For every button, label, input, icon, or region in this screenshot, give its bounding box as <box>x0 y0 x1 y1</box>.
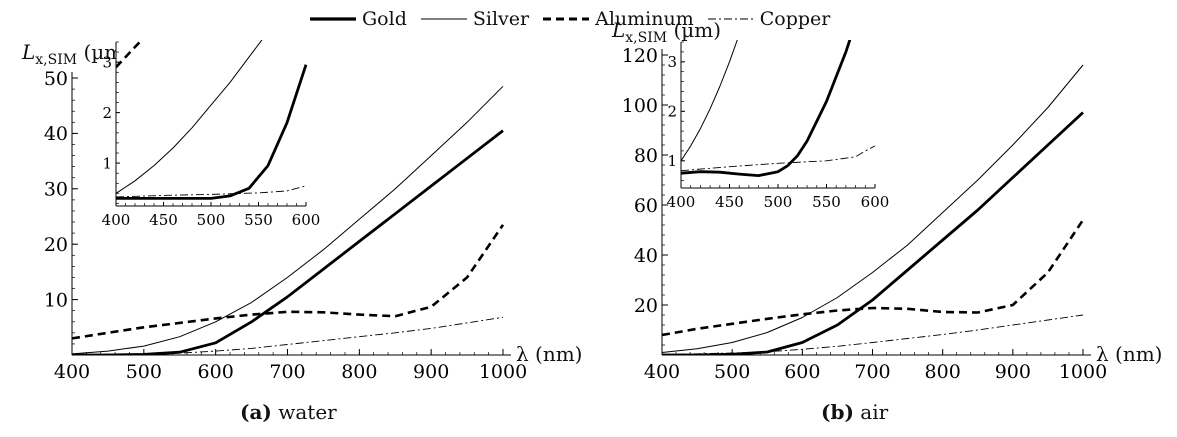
panel-a-xtick-label-500: 500 <box>126 361 162 383</box>
chart-panel-a: 400 500 600 700 800 900 1000 10 20 30 40 50 400 450 50… <box>44 40 527 383</box>
inset-panel-a: 400 450 500 550 600 1 2 3 <box>102 40 321 229</box>
panel-b-xtick-label-700: 700 <box>854 361 890 383</box>
legend-label-silver: Silver <box>472 8 530 30</box>
panel-a-ytick-label-40: 40 <box>44 123 68 145</box>
panel-b-series-gold <box>662 111 1084 355</box>
legend-label-gold: Gold <box>362 8 407 30</box>
panel-a-xtick-label-600: 600 <box>198 361 234 383</box>
inset-a-series-silver <box>116 40 263 194</box>
inset-a-series-aluminum <box>116 40 144 69</box>
inset-a-series-gold <box>116 64 308 200</box>
panel-b-xtick-label-1000: 1000 <box>1059 361 1107 383</box>
inset-a-ytick-label-3: 3 <box>102 54 112 72</box>
legend-item-aluminum: Aluminum <box>543 8 694 30</box>
inset-a-series-copper <box>116 185 307 198</box>
panel-b-ytick-label-100: 100 <box>622 95 658 117</box>
panel-b-series-silver <box>662 64 1084 353</box>
inset-b-series-silver <box>681 40 738 162</box>
inset-b-xtick-label-500: 500 <box>764 193 793 211</box>
panel-b-xtick-label-500: 500 <box>714 361 750 383</box>
panel-b-ytick-label-20: 20 <box>634 295 658 317</box>
legend: Gold Silver Aluminum Copper <box>310 4 830 34</box>
inset-b-ytick-label-2: 2 <box>667 103 677 121</box>
inset-b-series-gold <box>681 40 852 177</box>
panel-a-series-gold <box>72 129 504 355</box>
panel-a-ytick-label-10: 10 <box>44 289 68 311</box>
legend-swatch-copper <box>707 18 754 20</box>
panel-b-xtick-label-400: 400 <box>644 361 680 383</box>
x-axis-label-b: λ (nm) <box>1096 342 1163 366</box>
legend-item-silver: Silver <box>420 8 530 30</box>
panel-a-xtick-label-800: 800 <box>341 361 377 383</box>
legend-label-aluminum: Aluminum <box>595 8 694 30</box>
panel-a-series-aluminum <box>72 224 505 340</box>
caption-a: (a) water <box>240 400 337 424</box>
inset-a-xtick-label-500: 500 <box>197 211 226 229</box>
inset-b-series-copper <box>681 145 876 172</box>
inset-a-xtick-label-450: 450 <box>149 211 178 229</box>
panel-b-ytick-label-40: 40 <box>634 245 658 267</box>
legend-swatch-gold <box>310 17 356 21</box>
inset-b-xtick-label-550: 550 <box>812 193 841 211</box>
legend-swatch-aluminum <box>543 17 590 21</box>
y-axis-label-b: Lx,SIM (µm) <box>612 18 722 46</box>
panel-a-xtick-label-400: 400 <box>54 361 90 383</box>
legend-item-copper: Copper <box>707 8 831 30</box>
inset-b-xtick-label-400: 400 <box>667 193 696 211</box>
inset-b-xtick-label-450: 450 <box>715 193 744 211</box>
inset-b-xtick-label-600: 600 <box>861 193 890 211</box>
legend-swatch-silver <box>420 18 467 20</box>
panel-a-xtick-label-1000: 1000 <box>479 361 527 383</box>
inset-b-bg <box>681 42 875 188</box>
panel-b-xtick-label-900: 900 <box>995 361 1031 383</box>
panel-a-series-silver <box>72 85 504 355</box>
inset-a-xtick-label-550: 550 <box>244 211 273 229</box>
panel-a-xtick-label-700: 700 <box>269 361 305 383</box>
inset-a-ytick-label-2: 2 <box>102 104 112 122</box>
panel-b-series-copper <box>662 314 1084 355</box>
panel-b-ytick-label-60: 60 <box>634 195 658 217</box>
panel-a-xtick-label-900: 900 <box>413 361 449 383</box>
panel-a-ytick-label-30: 30 <box>44 179 68 201</box>
inset-b-ytick-label-1: 1 <box>667 152 677 170</box>
inset-a-xtick-label-400: 400 <box>102 211 131 229</box>
panel-a-ytick-label-50: 50 <box>44 68 68 90</box>
legend-item-gold: Gold <box>310 8 407 30</box>
panel-b-ytick-label-80: 80 <box>634 145 658 167</box>
caption-b: (b) air <box>821 400 889 424</box>
panel-b-xtick-label-600: 600 <box>784 361 820 383</box>
panel-b-series-aluminum <box>662 219 1085 337</box>
inset-b-ytick-label-3: 3 <box>667 53 677 71</box>
panel-b-ytick-label-120: 120 <box>622 45 658 67</box>
inset-a-xtick-label-600: 600 <box>292 211 321 229</box>
x-axis-label-a: λ (nm) <box>516 342 583 366</box>
panel-a-ytick-label-20: 20 <box>44 234 68 256</box>
legend-label-copper: Copper <box>759 8 831 30</box>
inset-a-bg <box>116 42 306 206</box>
panel-a-series-copper <box>72 316 504 355</box>
panel-b-xtick-label-800: 800 <box>925 361 961 383</box>
inset-a-ytick-label-1: 1 <box>102 155 112 173</box>
inset-panel-b: 400 450 500 550 600 1 2 3 <box>667 40 890 211</box>
